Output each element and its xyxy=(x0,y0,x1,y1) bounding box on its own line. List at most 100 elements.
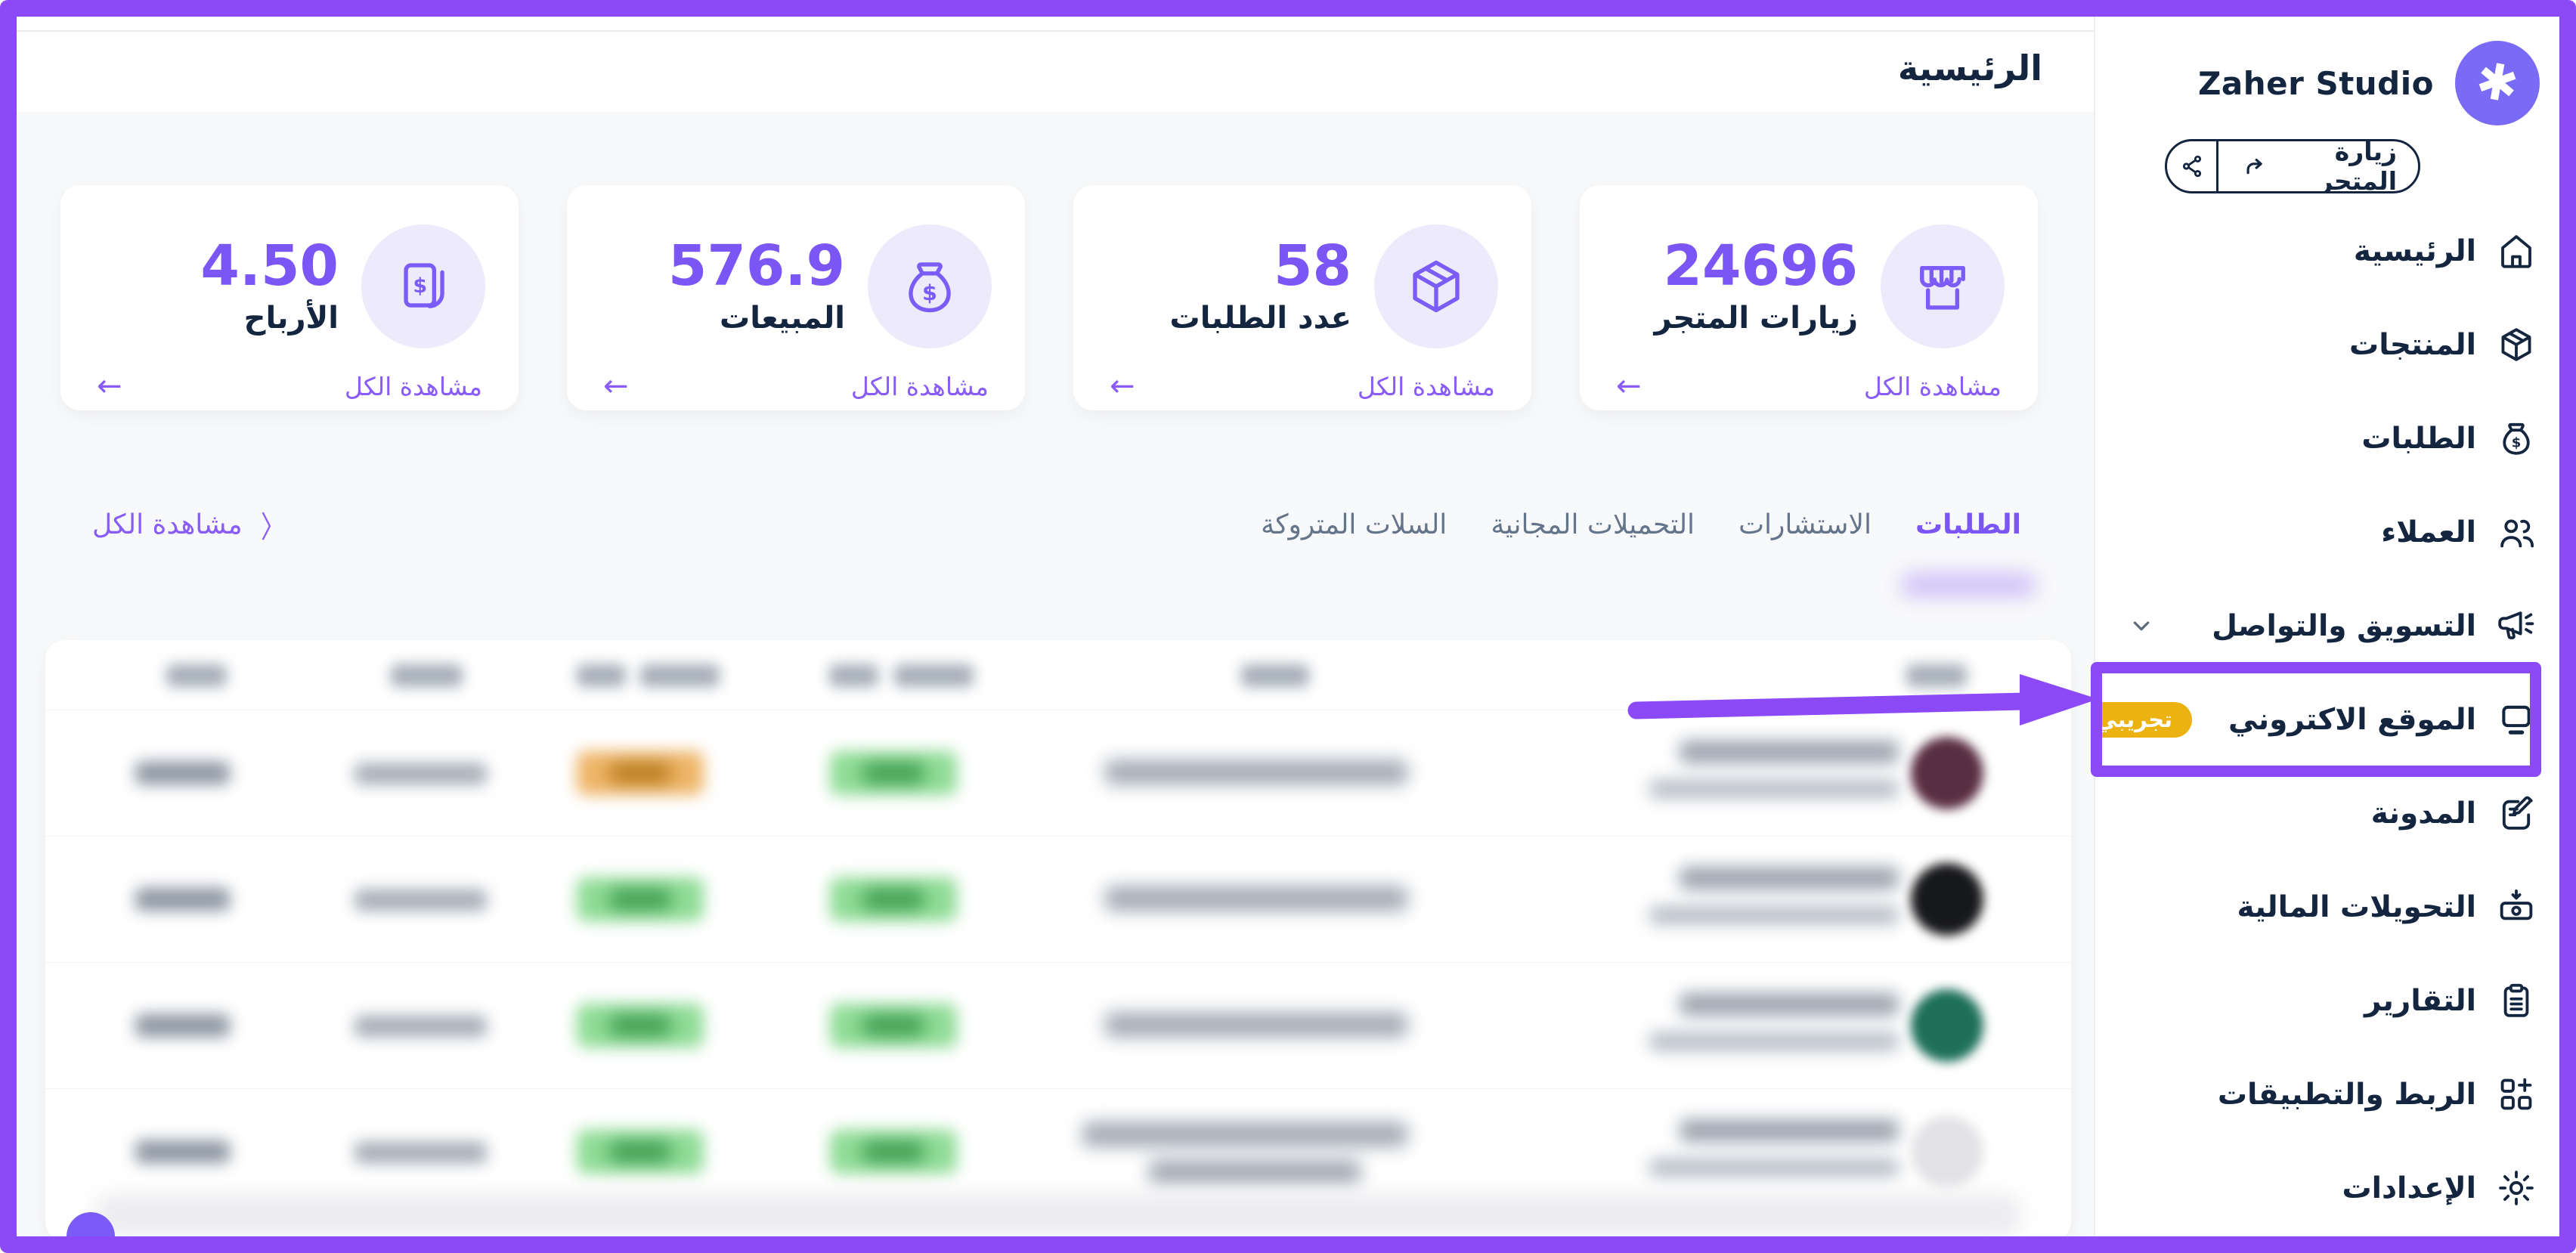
col-header-blur xyxy=(1241,664,1309,687)
tab-free-downloads[interactable]: التحميلات المجانية xyxy=(1491,509,1695,540)
banknote-hand-icon: $ xyxy=(391,254,456,319)
sidebar-item-website[interactable]: الموقع الاكتروني تجريبي xyxy=(2076,662,2559,777)
customer-email-blur xyxy=(1649,906,1899,924)
table-header-blurred xyxy=(45,640,2071,710)
avatar xyxy=(1911,863,1983,936)
stat-card-store-visits: 24696 زيارات المتجر مشاهدة الكل ← xyxy=(1580,185,2038,410)
order-date-blur xyxy=(355,1142,487,1163)
arrow-left-icon[interactable]: ← xyxy=(1616,369,1642,404)
share-store-button[interactable] xyxy=(2167,141,2219,191)
apps-grid-plus-icon xyxy=(2496,1074,2537,1115)
table-row[interactable] xyxy=(45,710,2071,836)
col-header-blur xyxy=(894,664,974,687)
sidebar-item-label: الطلبات xyxy=(2361,421,2476,456)
order-desc-blur xyxy=(1105,1013,1407,1037)
gear-icon xyxy=(2496,1168,2537,1208)
tab-orders[interactable]: الطلبات xyxy=(1915,509,2021,540)
tabs: الطلبات الاستشارات التحميلات المجانية ال… xyxy=(1261,509,2021,540)
sidebar-item-label: التسويق والتواصل xyxy=(2212,608,2476,643)
store-name: Zaher Studio xyxy=(2197,64,2434,102)
package-icon xyxy=(2496,324,2537,365)
sidebar-item-label: الربط والتطبيقات xyxy=(2217,1077,2476,1112)
view-all-link[interactable]: مشاهدة الكل xyxy=(850,371,989,401)
topbar: الرئيسية xyxy=(17,17,2094,112)
money-transfer-icon xyxy=(2496,886,2537,927)
sidebar-item-label: العملاء xyxy=(2381,515,2476,549)
view-all-link[interactable]: مشاهدة الكل xyxy=(1357,371,1495,401)
visit-store-main[interactable]: زيارة المتجر xyxy=(2218,141,2418,191)
chevron-left-icon: 〈 xyxy=(260,510,285,545)
stat-value: 4.50 xyxy=(200,234,339,299)
customer-email-blur xyxy=(1649,1032,1899,1050)
col-header-blur xyxy=(166,664,227,687)
chevron-down-icon[interactable] xyxy=(2127,611,2156,640)
monitor-icon xyxy=(2496,699,2537,740)
sidebar-item-label: الموقع الاكتروني xyxy=(2228,702,2476,737)
table-view-all-link[interactable]: 〈 مشاهدة الكل xyxy=(92,503,288,546)
sidebar-item-marketing[interactable]: التسويق والتواصل xyxy=(2095,579,2559,673)
tab-abandoned-carts[interactable]: السلات المتروكة xyxy=(1261,509,1447,540)
table-row[interactable] xyxy=(45,836,2071,962)
table-row[interactable] xyxy=(45,1088,2071,1214)
sidebar-item-blog[interactable]: المدونة xyxy=(2095,766,2559,860)
stats-row: 24696 زيارات المتجر مشاهدة الكل ← xyxy=(17,112,2094,410)
col-header-blur xyxy=(640,664,720,687)
avatar xyxy=(1911,989,1983,1062)
customer-email-blur xyxy=(1649,780,1899,798)
store-header: ✱ Zaher Studio xyxy=(2095,17,2559,125)
arrow-left-icon[interactable]: ← xyxy=(1110,369,1135,404)
sidebar-item-products[interactable]: المنتجات xyxy=(2095,298,2559,391)
stat-icon-circle: $ xyxy=(868,224,992,348)
order-price-blur xyxy=(135,1140,230,1163)
view-all-link[interactable]: مشاهدة الكل xyxy=(1863,371,2002,401)
view-all-label: مشاهدة الكل xyxy=(92,509,243,540)
avatar xyxy=(1911,737,1983,809)
status-badge xyxy=(577,751,704,795)
sidebar-item-label: المنتجات xyxy=(2349,327,2476,362)
svg-text:$: $ xyxy=(2512,435,2522,450)
visit-store-label: زيارة المتجر xyxy=(2318,139,2397,193)
stat-value: 24696 xyxy=(1663,234,1858,299)
svg-text:$: $ xyxy=(922,280,937,305)
status-badge xyxy=(577,1004,704,1047)
sidebar-menu: الرئيسية المنتجات $ الطلبات xyxy=(2076,204,2559,1235)
partial-row-blur xyxy=(94,1193,2023,1236)
sidebar-item-customers[interactable]: العملاء xyxy=(2095,485,2559,579)
view-all-link[interactable]: مشاهدة الكل xyxy=(344,371,482,401)
arrow-left-icon[interactable]: ← xyxy=(97,369,122,404)
arrow-left-icon[interactable]: ← xyxy=(603,369,629,404)
tabs-row: الطلبات الاستشارات التحميلات المجانية ال… xyxy=(17,500,2094,549)
stat-value: 58 xyxy=(1274,234,1351,299)
cube-icon xyxy=(1404,254,1469,319)
order-date-blur xyxy=(355,1016,487,1037)
sidebar: ✱ Zaher Studio زيارة المتجر xyxy=(2076,17,2559,1236)
customer-name-blur xyxy=(1680,1119,1899,1142)
stat-card-sales: $ 576.9 المبيعات مشاهدة الكل ← xyxy=(567,185,1025,410)
orders-table xyxy=(45,640,2071,1236)
customer-email-blur xyxy=(1649,1159,1899,1177)
visit-store-button[interactable]: زيارة المتجر xyxy=(2165,139,2420,193)
stat-icon-circle xyxy=(1374,224,1498,348)
app-root: ✱ Zaher Studio زيارة المتجر xyxy=(17,17,2559,1236)
order-price-blur xyxy=(135,762,230,784)
sidebar-item-reports[interactable]: التقارير xyxy=(2095,954,2559,1047)
sidebar-item-label: المدونة xyxy=(2370,796,2476,831)
store-logo[interactable]: ✱ xyxy=(2455,41,2540,125)
sidebar-item-home[interactable]: الرئيسية xyxy=(2095,204,2559,298)
sidebar-item-transfers[interactable]: التحويلات المالية xyxy=(2095,860,2559,954)
money-bag-icon: $ xyxy=(2496,418,2537,459)
order-price-blur xyxy=(135,1014,230,1037)
status-badge xyxy=(830,877,957,921)
sidebar-item-label: التقارير xyxy=(2364,983,2476,1018)
status-badge xyxy=(577,877,704,921)
sidebar-item-integrations[interactable]: الربط والتطبيقات xyxy=(2095,1047,2559,1141)
tab-consultations[interactable]: الاستشارات xyxy=(1738,509,1872,540)
users-icon xyxy=(2496,512,2537,552)
table-row[interactable] xyxy=(45,962,2071,1088)
sidebar-item-orders[interactable]: $ الطلبات xyxy=(2095,391,2559,485)
order-date-blur xyxy=(355,763,487,784)
stat-value: 576.9 xyxy=(667,234,845,299)
col-header-blur xyxy=(1906,664,1967,687)
sidebar-item-settings[interactable]: الإعدادات xyxy=(2095,1141,2559,1235)
